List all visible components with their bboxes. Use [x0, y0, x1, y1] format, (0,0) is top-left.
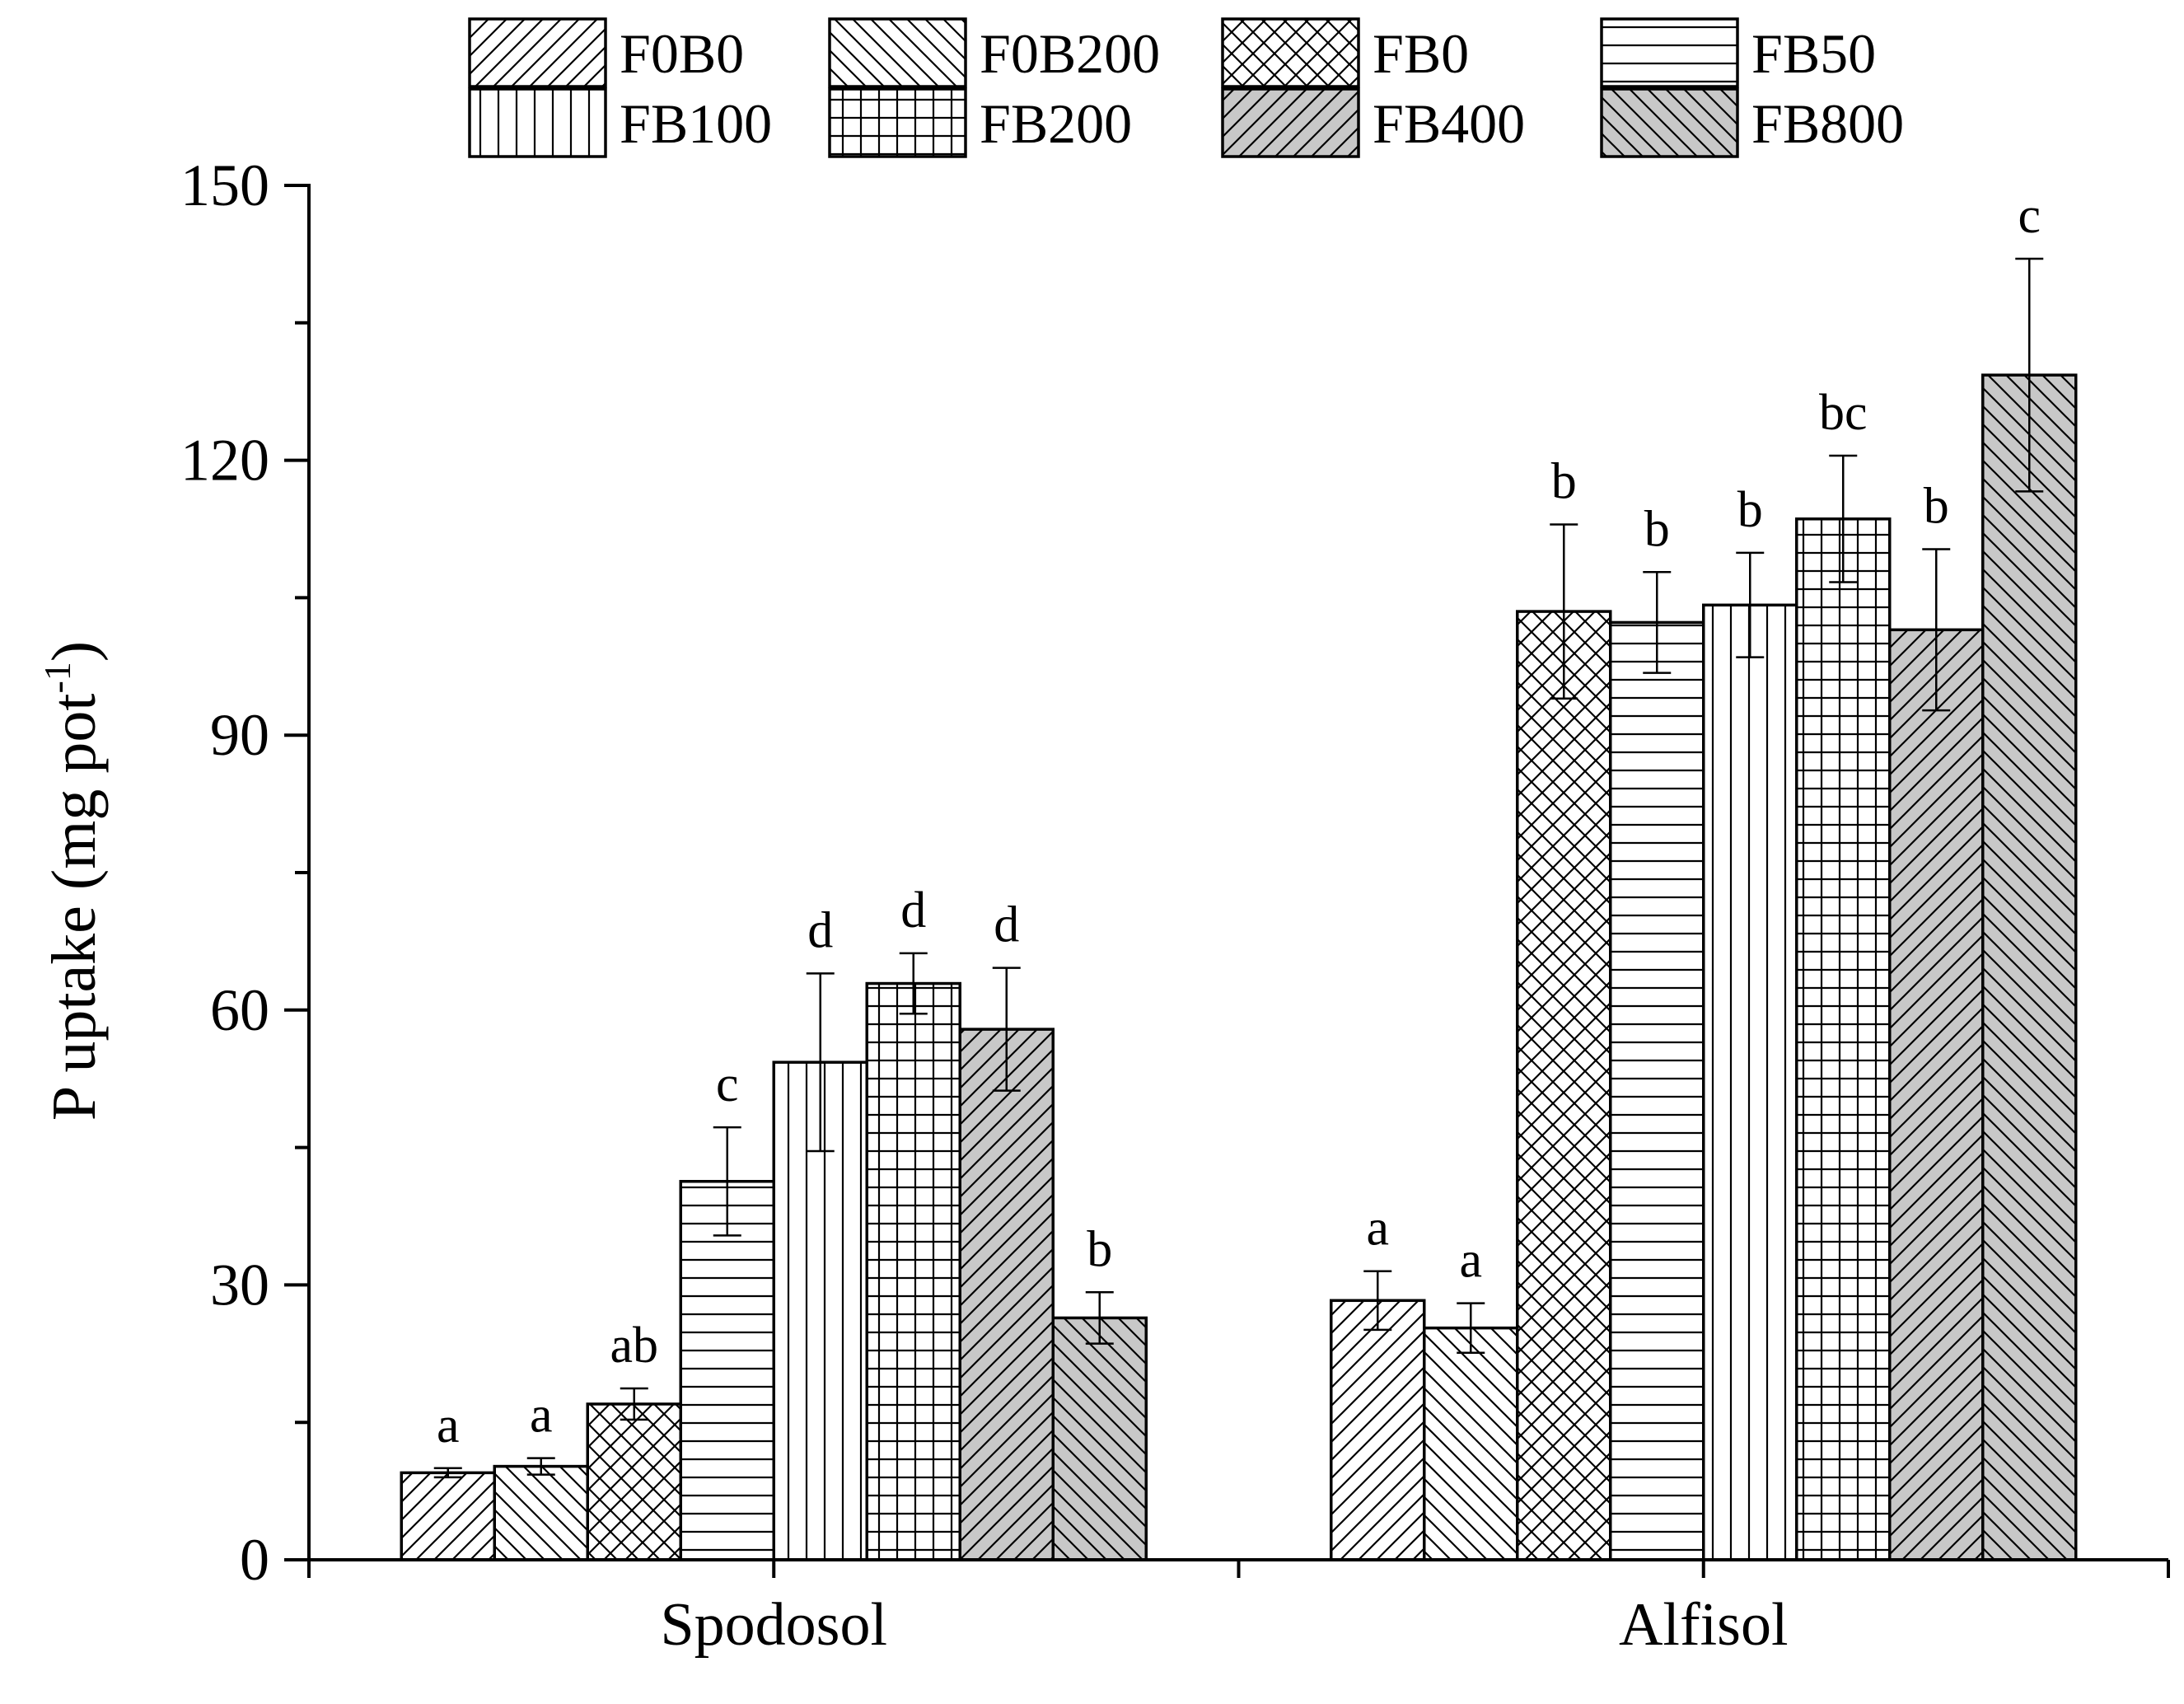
- error-bars: [433, 257, 2044, 1479]
- legend-item-fb100: FB100: [468, 87, 772, 158]
- significance-letter-fb200-alfisol: bc: [1819, 385, 1868, 441]
- legend-label: FB800: [1751, 92, 1904, 155]
- error-bar-f0b0-spodosol: [433, 1467, 462, 1479]
- bar-fb0-alfisol: [1516, 610, 1612, 1561]
- legend-swatch: [1221, 17, 1360, 88]
- y-axis-title: P uptake (mg pot-1): [36, 641, 109, 1121]
- significance-letter-f0b0-alfisol: a: [1366, 1201, 1389, 1257]
- significance-letter-fb50-spodosol: c: [716, 1056, 739, 1112]
- legend-label: FB100: [620, 92, 772, 155]
- significance-letter-f0b0-spodosol: a: [437, 1397, 460, 1454]
- significance-letter-fb200-spodosol: d: [900, 882, 926, 939]
- significance-letter-fb800-alfisol: c: [2018, 188, 2041, 244]
- bar-f0b0-alfisol: [1330, 1299, 1426, 1561]
- bar-fb50-spodosol: [679, 1179, 775, 1561]
- significance-letter-fb100-alfisol: b: [1737, 482, 1763, 538]
- error-bar-fb50-spodosol: [713, 1126, 741, 1237]
- legend-item-f0b0: F0B0: [468, 17, 744, 88]
- legend-swatch: [1221, 87, 1360, 158]
- legend-swatch: [468, 17, 607, 88]
- error-bar-fb0-spodosol: [620, 1387, 648, 1421]
- y-tick-label: 60: [210, 977, 269, 1043]
- error-bar-fb200-alfisol: [1829, 454, 1858, 583]
- legend-swatch: [828, 17, 967, 88]
- error-bar-fb400-alfisol: [1922, 548, 1951, 712]
- significance-letter-f0b200-spodosol: a: [530, 1388, 553, 1444]
- error-bar-fb200-spodosol: [899, 952, 928, 1015]
- bar-fb100-alfisol: [1702, 603, 1798, 1561]
- error-bar-fb800-spodosol: [1085, 1291, 1114, 1345]
- bar-f0b200-spodosol: [493, 1464, 589, 1561]
- legend-item-fb800: FB800: [1600, 87, 1904, 158]
- legend-item-fb50: FB50: [1600, 17, 1876, 88]
- legend-label: F0B0: [620, 22, 744, 85]
- error-bar-f0b0-alfisol: [1363, 1270, 1392, 1332]
- error-bar-f0b200-alfisol: [1457, 1302, 1485, 1354]
- bar-fb200-alfisol: [1795, 517, 1892, 1561]
- y-tick-label: 120: [180, 428, 269, 494]
- legend-item-f0b200: F0B200: [828, 17, 1160, 88]
- legend-label: FB400: [1373, 92, 1525, 155]
- bar-fb200-spodosol: [865, 981, 961, 1561]
- y-tick-label: 150: [180, 152, 269, 218]
- legend-swatch: [468, 87, 607, 158]
- bar-f0b200-alfisol: [1423, 1326, 1519, 1561]
- bar-fb800-alfisol: [1981, 373, 2078, 1561]
- legend: F0B0 F0B200 FB0 FB50 FB100 FB200 FB400 FB800: [468, 17, 1904, 158]
- x-category-label-spodosol: Spodosol: [660, 1591, 887, 1659]
- legend-swatch: [828, 87, 967, 158]
- legend-swatch: [1600, 87, 1739, 158]
- legend-item-fb0: FB0: [1221, 17, 1469, 88]
- significance-letter-fb50-alfisol: b: [1644, 501, 1670, 557]
- significance-letter-fb400-alfisol: b: [1924, 478, 1949, 534]
- legend-label: FB0: [1373, 22, 1469, 85]
- bar-fb400-alfisol: [1888, 628, 1985, 1561]
- axes: 0 30 60 90 120 150 Spodosol Alfisol P uptake (mg…: [36, 152, 2170, 1659]
- significance-letter-fb100-spodosol: d: [807, 902, 833, 958]
- error-bar-fb50-alfisol: [1643, 571, 1672, 674]
- significance-letter-fb400-spodosol: d: [994, 897, 1019, 953]
- x-category-label-alfisol: Alfisol: [1619, 1591, 1789, 1659]
- significance-letter-fb800-spodosol: b: [1087, 1221, 1112, 1277]
- bar-fb800-spodosol: [1051, 1316, 1148, 1561]
- significance-letter-fb0-spodosol: ab: [610, 1318, 658, 1374]
- significance-letter-f0b200-alfisol: a: [1459, 1233, 1482, 1289]
- y-tick-label: 90: [210, 702, 269, 768]
- error-bar-fb0-alfisol: [1550, 523, 1578, 700]
- bar-fb50-alfisol: [1609, 620, 1705, 1561]
- legend-label: FB200: [980, 92, 1132, 155]
- error-bar-fb100-spodosol: [806, 972, 835, 1153]
- legend-item-fb200: FB200: [828, 87, 1132, 158]
- bars: [400, 373, 2078, 1561]
- y-tick-label: 30: [210, 1252, 269, 1318]
- bar-fb0-spodosol: [586, 1402, 682, 1561]
- legend-swatch: [1600, 17, 1739, 88]
- legend-label: FB50: [1751, 22, 1876, 85]
- error-bar-fb100-alfisol: [1736, 551, 1765, 658]
- error-bar-fb400-spodosol: [992, 967, 1021, 1092]
- y-tick-label: 0: [240, 1527, 269, 1593]
- legend-label: F0B200: [980, 22, 1160, 85]
- legend-item-fb400: FB400: [1221, 87, 1525, 158]
- error-bar-fb800-alfisol: [2015, 257, 2044, 493]
- bar-fb400-spodosol: [958, 1028, 1055, 1561]
- significance-letter-fb0-alfisol: b: [1551, 453, 1577, 509]
- error-bar-f0b200-spodosol: [526, 1457, 555, 1476]
- bar-f0b0-spodosol: [400, 1471, 496, 1561]
